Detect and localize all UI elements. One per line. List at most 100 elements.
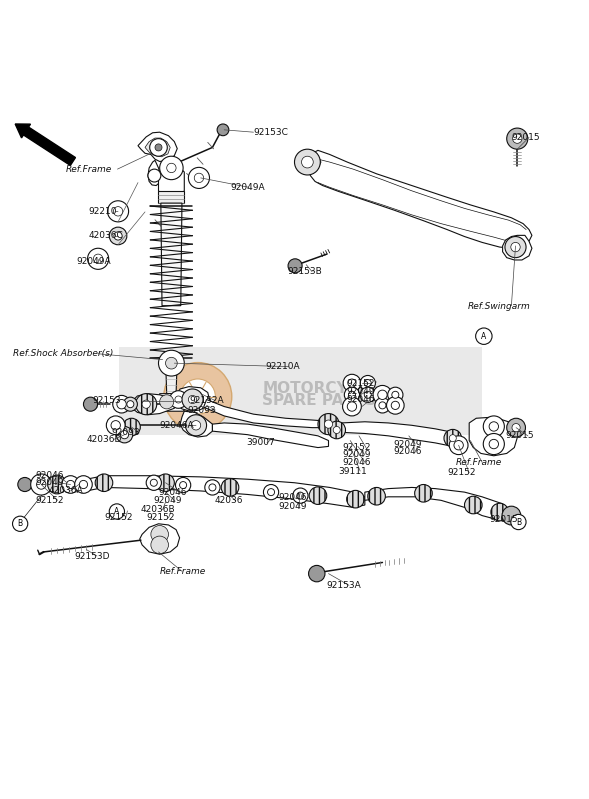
Circle shape	[318, 414, 339, 435]
Text: 92153: 92153	[92, 396, 121, 405]
Circle shape	[294, 149, 320, 175]
Circle shape	[123, 418, 140, 435]
Text: 39111: 39111	[338, 467, 366, 475]
Polygon shape	[131, 394, 176, 415]
Text: 92152A: 92152A	[189, 396, 224, 405]
Circle shape	[364, 380, 371, 387]
Text: 92046: 92046	[346, 395, 375, 404]
Text: 39007: 39007	[246, 439, 275, 447]
Circle shape	[123, 397, 137, 411]
Circle shape	[142, 400, 150, 408]
Text: 42036: 42036	[214, 496, 243, 506]
Text: B: B	[18, 519, 23, 528]
Polygon shape	[213, 423, 329, 447]
Circle shape	[388, 388, 403, 403]
Circle shape	[386, 396, 404, 414]
Circle shape	[507, 128, 528, 149]
Text: 92152: 92152	[342, 443, 370, 452]
Circle shape	[360, 388, 375, 403]
Text: 92015: 92015	[505, 431, 534, 440]
Circle shape	[449, 435, 468, 455]
Circle shape	[109, 227, 127, 244]
Circle shape	[302, 157, 313, 168]
Circle shape	[288, 259, 302, 273]
Text: 92210A: 92210A	[265, 362, 300, 372]
Text: 92153A: 92153A	[327, 581, 362, 590]
Text: 92049: 92049	[346, 387, 375, 396]
Text: 92046A: 92046A	[160, 421, 194, 431]
Polygon shape	[294, 153, 321, 171]
Text: 92015: 92015	[511, 133, 540, 142]
Circle shape	[391, 401, 399, 409]
Text: 92046: 92046	[158, 488, 187, 497]
Circle shape	[75, 475, 92, 493]
Polygon shape	[180, 411, 213, 437]
Circle shape	[205, 480, 220, 495]
Polygon shape	[145, 138, 170, 157]
Text: A: A	[481, 332, 487, 340]
Circle shape	[379, 402, 386, 409]
Circle shape	[155, 144, 162, 151]
Text: 92153D: 92153D	[75, 551, 110, 561]
Text: 92046: 92046	[35, 471, 64, 479]
Circle shape	[157, 474, 174, 491]
Circle shape	[491, 503, 508, 521]
Circle shape	[293, 488, 308, 503]
Circle shape	[502, 507, 521, 525]
Polygon shape	[469, 417, 517, 455]
Polygon shape	[502, 236, 532, 260]
Text: 92152: 92152	[447, 468, 475, 477]
Circle shape	[348, 379, 356, 388]
Circle shape	[151, 536, 168, 554]
Circle shape	[116, 427, 133, 443]
Polygon shape	[161, 203, 182, 306]
Text: 92049: 92049	[278, 502, 307, 511]
Circle shape	[364, 392, 371, 399]
Circle shape	[80, 480, 88, 489]
Circle shape	[511, 242, 520, 252]
FancyArrow shape	[15, 124, 75, 165]
Circle shape	[160, 157, 183, 180]
Text: SPARE PARTS: SPARE PARTS	[262, 392, 376, 407]
Circle shape	[31, 474, 52, 495]
Text: A: A	[114, 507, 120, 516]
Circle shape	[94, 254, 103, 264]
Text: 92015: 92015	[489, 515, 518, 524]
Circle shape	[415, 484, 432, 502]
Circle shape	[176, 478, 191, 493]
Text: 92049: 92049	[393, 439, 422, 448]
Circle shape	[166, 357, 177, 369]
Circle shape	[148, 169, 161, 182]
Circle shape	[328, 421, 346, 439]
Circle shape	[360, 376, 375, 391]
Circle shape	[18, 478, 32, 491]
Circle shape	[117, 400, 126, 409]
Circle shape	[146, 475, 161, 491]
Circle shape	[373, 385, 392, 404]
Circle shape	[186, 415, 207, 435]
Text: 42036B: 42036B	[140, 505, 175, 515]
Circle shape	[188, 396, 197, 403]
Circle shape	[263, 484, 279, 499]
Circle shape	[217, 124, 229, 136]
Circle shape	[221, 479, 239, 496]
Text: Ref.Frame: Ref.Frame	[160, 566, 206, 576]
Polygon shape	[309, 150, 532, 248]
Text: 92093: 92093	[111, 428, 140, 437]
Circle shape	[120, 431, 128, 439]
Circle shape	[511, 515, 526, 530]
Text: 92046: 92046	[342, 458, 370, 467]
Circle shape	[375, 398, 390, 413]
Circle shape	[347, 491, 364, 508]
Text: 42036A: 42036A	[48, 487, 83, 495]
Circle shape	[150, 139, 167, 157]
Text: Ref.Shock Absorber(s): Ref.Shock Absorber(s)	[13, 349, 114, 358]
Circle shape	[325, 420, 333, 428]
Text: 92046: 92046	[278, 493, 307, 502]
Circle shape	[175, 396, 182, 403]
Circle shape	[48, 475, 67, 494]
Circle shape	[111, 420, 120, 430]
Circle shape	[343, 397, 361, 416]
Text: B: B	[516, 518, 521, 527]
Circle shape	[180, 482, 187, 489]
